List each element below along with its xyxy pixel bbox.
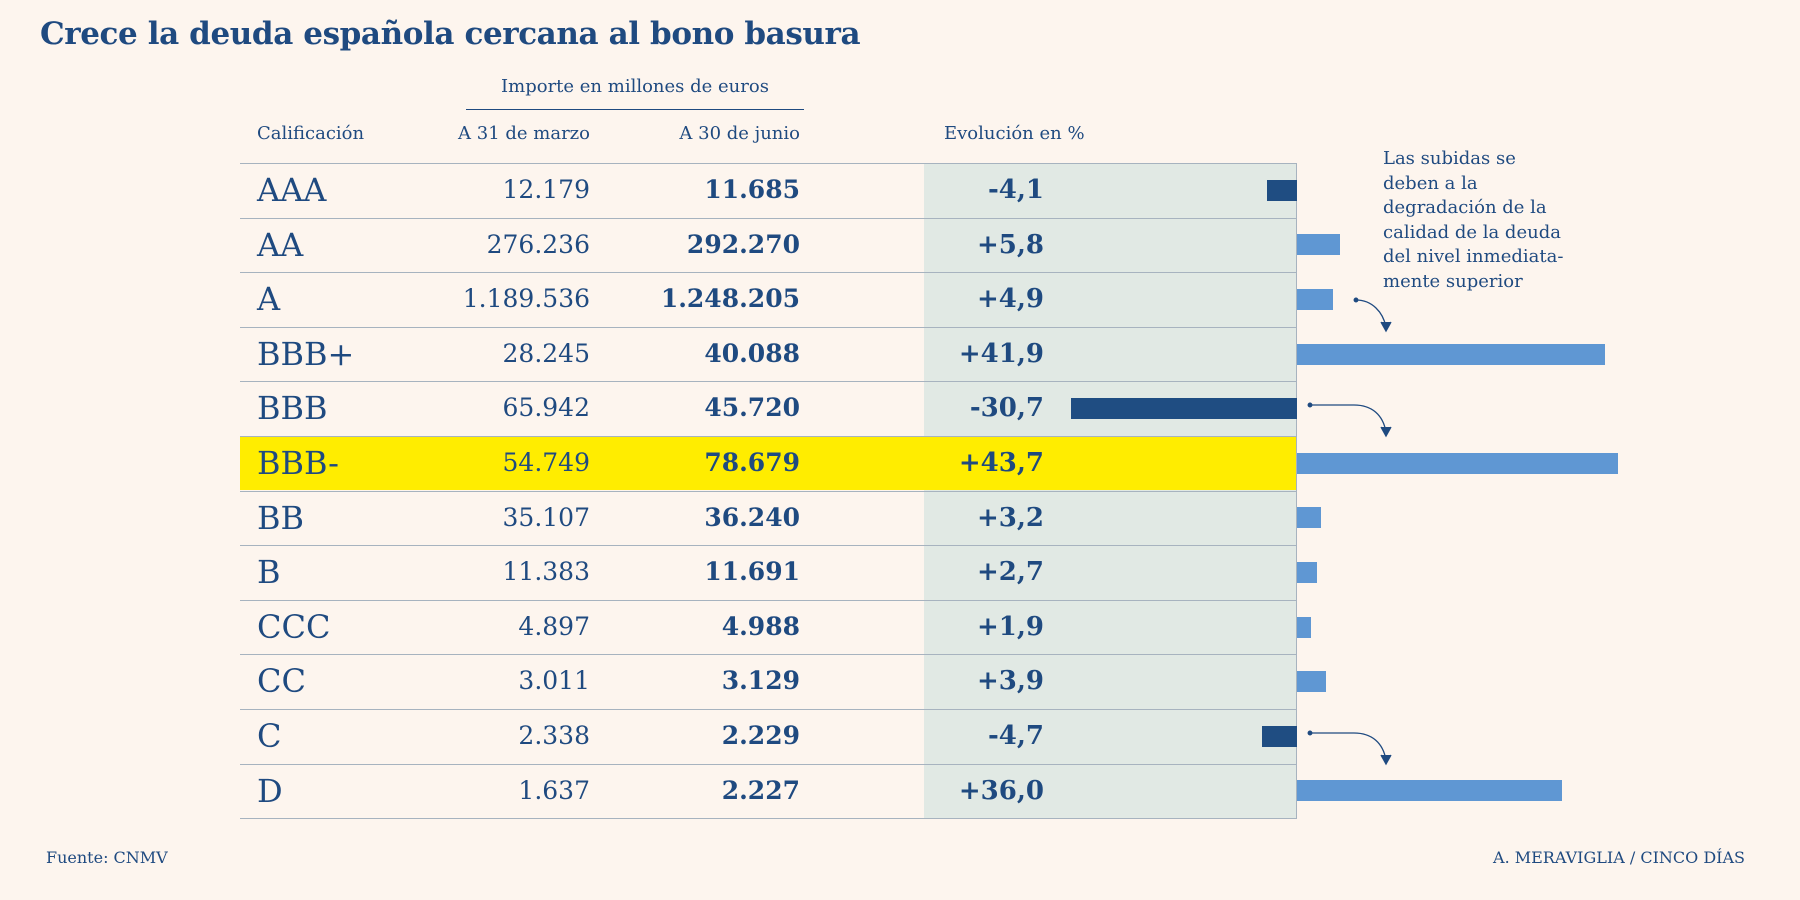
row-divider — [240, 763, 1297, 765]
cell-evolution: +43,7 — [958, 448, 1044, 478]
cell-evolution: +5,8 — [976, 229, 1044, 260]
row-divider — [240, 217, 1297, 219]
row-divider — [240, 654, 1297, 656]
cell-march: 54.749 — [502, 448, 590, 477]
bar-c — [1262, 725, 1297, 747]
cell-evolution: -30,7 — [969, 393, 1044, 424]
chart-title: Crece la deuda española cercana al bono … — [40, 16, 861, 52]
cell-march: 11.383 — [502, 557, 590, 587]
cell-june: 3.129 — [721, 666, 800, 696]
cell-rating: C — [257, 717, 282, 755]
cell-evolution: +3,2 — [976, 502, 1044, 533]
row-divider — [240, 709, 1297, 710]
cell-march: 3.011 — [518, 666, 590, 696]
cell-rating: CCC — [257, 607, 331, 646]
evolution-band — [924, 163, 1297, 818]
source-note: Fuente: CNMV — [46, 848, 168, 867]
highlight-row-band — [240, 436, 1297, 490]
cell-march: 2.338 — [518, 721, 590, 750]
cell-evolution: +4,9 — [976, 284, 1044, 315]
bar-cc — [1297, 671, 1326, 693]
bar-a — [1297, 289, 1333, 310]
cell-june: 292.270 — [686, 229, 800, 259]
cell-evolution: -4,7 — [987, 721, 1044, 751]
cell-june: 4.988 — [721, 611, 800, 641]
annotation-line: mente superior — [1383, 270, 1523, 292]
annotation-line: degradación de la — [1383, 197, 1547, 218]
table-top-rule — [240, 163, 1297, 164]
cell-march: 1.637 — [518, 775, 590, 805]
row-divider — [240, 818, 1297, 820]
column-header-rating: Calificación — [257, 123, 365, 144]
bar-b — [1297, 562, 1317, 583]
bar-bbb-minus — [1297, 452, 1619, 474]
column-header-evolution: Evolución en % — [944, 123, 1085, 144]
amount-group-header: Importe en millones de euros — [501, 76, 769, 97]
cell-evolution: +41,9 — [958, 338, 1044, 369]
cell-june: 78.679 — [704, 448, 800, 477]
annotation-line: deben a la — [1383, 172, 1478, 194]
column-header-june: A 30 de junio — [679, 123, 800, 144]
cell-june: 11.691 — [704, 557, 800, 587]
bar-bb — [1297, 507, 1321, 529]
cell-evolution: -4,1 — [987, 175, 1044, 205]
row-divider — [240, 436, 1297, 437]
bar-bbb-plus — [1297, 343, 1605, 365]
cell-rating: BBB- — [257, 444, 339, 482]
annotation-line: calidad de la deuda — [1383, 221, 1561, 243]
cell-june: 11.685 — [704, 175, 800, 204]
bar-ccc — [1297, 616, 1311, 638]
row-divider — [240, 272, 1297, 274]
annotation-line: Las subidas se — [1383, 148, 1516, 169]
cell-rating: D — [257, 771, 283, 810]
bar-aaa — [1266, 179, 1297, 201]
group-header-rule — [466, 109, 804, 110]
cell-june: 36.240 — [704, 502, 800, 532]
cell-march: 65.942 — [502, 393, 590, 423]
cell-rating: BBB+ — [257, 334, 355, 373]
annotation-note: Las subidas se deben a la degradación de… — [1383, 147, 1603, 294]
cell-march: 1.189.536 — [462, 284, 590, 314]
arrow-to-bbbplus — [1353, 297, 1392, 333]
bar-aa — [1297, 234, 1340, 256]
cell-june: 1.248.205 — [660, 284, 800, 314]
cell-march: 12.179 — [502, 175, 590, 204]
cell-march: 35.107 — [502, 502, 590, 532]
cell-evolution: +1,9 — [976, 611, 1044, 642]
row-divider — [240, 490, 1297, 492]
row-divider — [240, 599, 1297, 601]
cell-rating: A — [257, 280, 281, 319]
cell-evolution: +2,7 — [976, 557, 1044, 588]
row-divider — [240, 381, 1297, 383]
row-divider — [240, 326, 1297, 328]
cell-rating: B — [257, 553, 281, 592]
cell-evolution: +36,0 — [958, 775, 1044, 806]
row-divider — [240, 545, 1297, 547]
arrow-to-bbbminus — [1307, 402, 1392, 438]
cell-rating: BB — [257, 498, 305, 537]
credit-note: A. MERAVIGLIA / CINCO DÍAS — [1493, 848, 1745, 867]
zero-axis-line — [1296, 163, 1297, 818]
cell-rating: BBB — [257, 389, 328, 428]
column-header-march: A 31 de marzo — [458, 123, 590, 144]
cell-rating: AAA — [257, 171, 327, 209]
arrow-to-d — [1307, 730, 1392, 766]
cell-march: 4.897 — [518, 611, 590, 641]
cell-rating: CC — [257, 662, 306, 701]
cell-march: 276.236 — [486, 229, 590, 259]
cell-rating: AA — [257, 225, 304, 264]
cell-june: 2.229 — [721, 721, 800, 750]
cell-june: 40.088 — [704, 338, 800, 368]
cell-march: 28.245 — [502, 338, 590, 368]
cell-june: 45.720 — [704, 393, 800, 423]
cell-evolution: +3,9 — [976, 666, 1044, 697]
annotation-line: del nivel inmediata- — [1383, 246, 1564, 267]
bar-d — [1297, 780, 1562, 802]
bar-bbb — [1071, 398, 1297, 420]
cell-june: 2.227 — [721, 775, 800, 805]
